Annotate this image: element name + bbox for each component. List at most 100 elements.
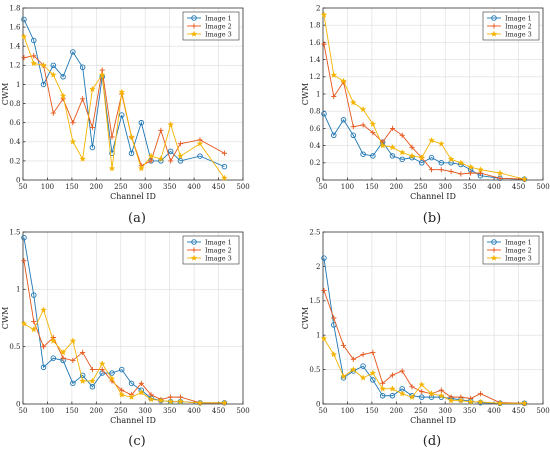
data-point <box>369 369 377 376</box>
chart-panel-c: 50 100 150 200 250 300 350 400 450 500 0 0.5 1 1.5 Cha… <box>1 228 250 449</box>
data-point <box>360 122 366 128</box>
data-point <box>79 155 86 162</box>
data-point <box>409 384 415 390</box>
y-tick-label: 0.2 <box>9 157 20 165</box>
data-point <box>521 399 528 407</box>
data-point <box>370 377 376 383</box>
data-point <box>109 134 115 140</box>
data-point <box>177 141 184 147</box>
series-image-2 <box>321 41 528 182</box>
data-point <box>360 351 366 358</box>
legend-marker <box>490 254 498 261</box>
data-point <box>331 315 337 321</box>
legend-marker <box>491 23 497 29</box>
data-point <box>40 61 47 69</box>
x-tick-label: 100 <box>341 407 354 415</box>
data-point <box>31 318 37 325</box>
x-tick-label: 250 <box>114 183 127 191</box>
x-tick-label: 50 <box>319 407 328 415</box>
x-tick-label: 450 <box>212 183 225 191</box>
data-point <box>50 71 57 78</box>
data-point <box>321 287 327 294</box>
data-point <box>447 155 455 163</box>
data-point <box>428 390 435 397</box>
x-tick-label: 350 <box>463 183 476 191</box>
y-tick-label: 1.5 <box>9 228 20 236</box>
series-line <box>23 19 225 168</box>
x-tick-label: 400 <box>487 183 500 191</box>
x-tick-label: 100 <box>41 407 54 415</box>
data-point <box>21 55 27 61</box>
data-point <box>320 335 328 342</box>
y-axis-label: CWM <box>1 83 10 106</box>
y-tick-label: 1.4 <box>309 56 321 64</box>
y-tick-label: 0 <box>16 176 20 184</box>
x-tick-label: 150 <box>365 407 378 415</box>
x-tick-label: 300 <box>439 407 452 415</box>
series-image-2 <box>21 53 228 169</box>
y-tick-label: 1.6 <box>9 24 21 32</box>
panel-label: (b) <box>423 211 441 226</box>
data-point <box>468 170 474 176</box>
y-tick-label: 0.6 <box>309 125 321 133</box>
data-point <box>108 375 116 382</box>
data-point <box>477 391 484 397</box>
data-point <box>79 64 86 70</box>
y-tick-label: 0.5 <box>9 343 20 351</box>
y-tick-label: 0.8 <box>9 100 20 108</box>
data-point <box>147 152 155 159</box>
x-tick-label: 500 <box>536 183 549 191</box>
data-point <box>70 380 76 387</box>
data-point <box>457 397 465 404</box>
data-point <box>409 144 415 150</box>
x-tick-label: 350 <box>163 183 176 191</box>
data-point <box>379 142 386 149</box>
legend-label: Image 2 <box>205 22 232 30</box>
data-point <box>321 255 327 261</box>
x-axis-label: Channel ID <box>110 416 156 425</box>
data-point <box>50 110 56 116</box>
data-point <box>331 93 337 100</box>
data-point <box>50 62 57 69</box>
chart-panel-a: 50 100 150 200 250 300 350 400 450 500 0 0.2 0.4 0.6 0… <box>1 4 250 226</box>
data-point <box>118 391 125 398</box>
y-tick-label: 1.4 <box>9 43 21 51</box>
series-image-3 <box>20 306 228 406</box>
y-tick-label: 2 <box>316 4 320 12</box>
data-point <box>20 33 28 40</box>
data-point <box>109 370 115 376</box>
legend-label: Image 3 <box>205 254 232 262</box>
data-point <box>467 163 474 170</box>
data-point <box>521 175 528 182</box>
y-tick-label: 2.5 <box>309 228 320 236</box>
data-point <box>359 374 367 381</box>
data-point <box>438 140 445 147</box>
x-tick-label: 100 <box>341 183 354 191</box>
y-tick-label: 1 <box>316 332 320 340</box>
x-tick-label: 500 <box>236 183 249 191</box>
y-tick-label: 2 <box>316 263 320 271</box>
x-tick-label: 100 <box>41 183 54 191</box>
data-point <box>80 349 86 355</box>
data-point <box>119 112 125 118</box>
data-point <box>21 16 27 23</box>
data-point <box>50 355 57 361</box>
x-tick-label: 300 <box>439 183 452 191</box>
data-point <box>128 150 135 156</box>
data-point <box>340 373 347 380</box>
data-point <box>138 389 145 396</box>
data-point <box>60 355 66 361</box>
data-point <box>408 152 416 159</box>
data-point <box>98 360 106 367</box>
data-point <box>21 234 27 241</box>
data-point <box>138 380 144 386</box>
y-tick-label: 1.5 <box>309 297 320 305</box>
y-tick-label: 1.2 <box>309 73 320 81</box>
data-point <box>50 337 57 344</box>
data-point <box>31 53 37 59</box>
data-point <box>89 384 96 390</box>
series-line <box>323 113 525 180</box>
x-tick-label: 400 <box>187 183 200 191</box>
y-tick-label: 0 <box>316 400 320 408</box>
